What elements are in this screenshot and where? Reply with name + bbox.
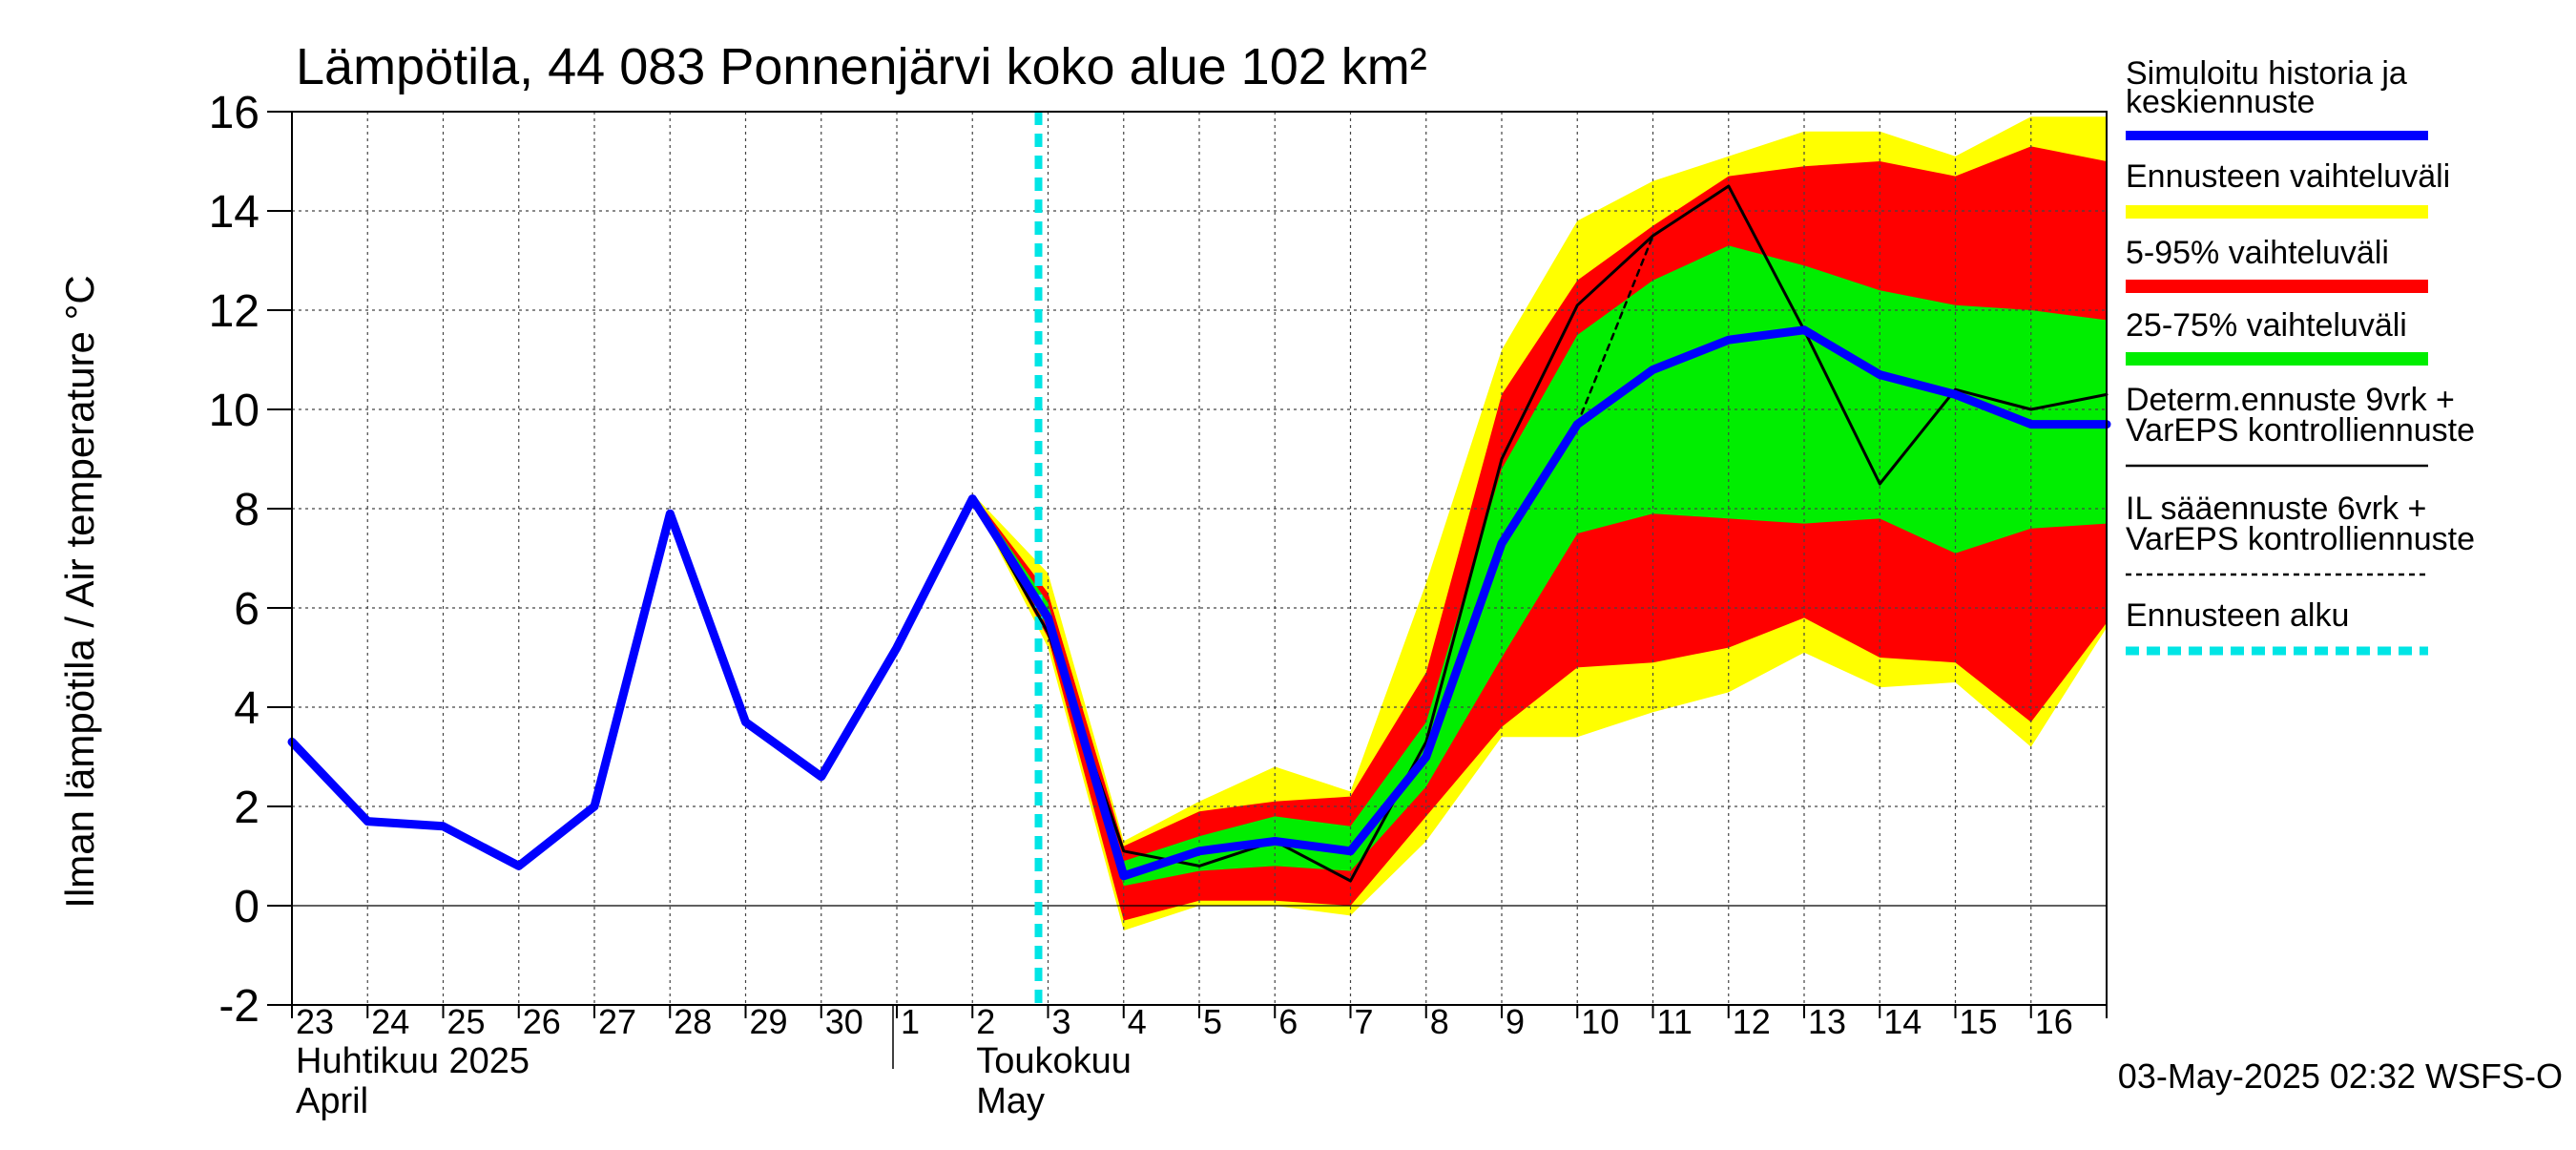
x-tick-label-day: 24 — [371, 1002, 409, 1041]
legend-label: VarEPS kontrolliennuste — [2126, 412, 2475, 449]
y-tick-label: 6 — [234, 584, 260, 635]
y-tick-label: 4 — [234, 683, 260, 734]
month-label-fi: Toukokuu — [976, 1041, 1132, 1081]
legend-label: VarEPS kontrolliennuste — [2126, 521, 2475, 557]
y-axis-label: Ilman lämpötila / Air temperature °C — [57, 275, 102, 908]
x-tick-label-day: 1 — [901, 1002, 920, 1041]
x-tick-label-day: 11 — [1657, 1002, 1693, 1041]
series-lines — [287, 112, 2111, 1005]
legend-label: 5-95% vaihteluväli — [2126, 235, 2389, 271]
x-tick-label-day: 23 — [296, 1002, 334, 1041]
legend-label: Ennusteen alku — [2126, 597, 2349, 634]
x-tick-label-day: 10 — [1581, 1002, 1619, 1041]
month-label-en: April — [296, 1081, 368, 1121]
x-tick-label-day: 30 — [825, 1002, 863, 1041]
x-tick-label-day: 9 — [1506, 1002, 1525, 1041]
legend-label: keskiennuste — [2126, 84, 2315, 120]
y-tick-label: -2 — [218, 981, 260, 1032]
legend-label: IL sääennuste 6vrk + — [2126, 491, 2426, 527]
x-tick-label-day: 3 — [1052, 1002, 1071, 1041]
timestamp: 03-May-2025 02:32 WSFS-O — [2118, 1056, 2563, 1096]
band-p25-75 — [972, 245, 2107, 887]
month-label-fi: Huhtikuu 2025 — [296, 1041, 530, 1081]
y-tick-label: 16 — [209, 88, 260, 138]
x-tick-label-day: 6 — [1278, 1002, 1298, 1041]
y-tick-label: 0 — [234, 882, 260, 932]
x-tick-label-day: 26 — [523, 1002, 561, 1041]
x-tick-label-day: 28 — [674, 1002, 712, 1041]
forecast-bands — [972, 116, 2107, 930]
x-tick-label-day: 5 — [1203, 1002, 1222, 1041]
y-tick-label: 14 — [209, 187, 260, 238]
chart-title: Lämpötila, 44 083 Ponnenjärvi koko alue … — [296, 38, 1427, 95]
legend-label: 25-75% vaihteluväli — [2126, 307, 2407, 344]
y-tick-label: 2 — [234, 783, 260, 833]
y-tick-label: 10 — [209, 386, 260, 436]
legend-label: Simuloitu historia ja — [2126, 55, 2407, 92]
legend-label: Determ.ennuste 9vrk + — [2126, 382, 2455, 418]
x-tick-label-day: 7 — [1355, 1002, 1374, 1041]
plot-frame — [267, 111, 2108, 1069]
x-tick-label-day: 12 — [1733, 1002, 1771, 1041]
y-tick-label: 8 — [234, 485, 260, 535]
x-tick-label-day: 14 — [1883, 1002, 1922, 1041]
x-tick-label-day: 29 — [750, 1002, 788, 1041]
month-label-en: May — [976, 1081, 1045, 1121]
x-tick-label-day: 16 — [2035, 1002, 2073, 1041]
series-line-history-mean — [287, 325, 2111, 881]
y-tick-label: 12 — [209, 286, 260, 337]
x-tick-label-day: 13 — [1808, 1002, 1846, 1041]
series-line-il-forecast — [1576, 234, 1654, 426]
x-tick-label-day: 25 — [447, 1002, 486, 1041]
x-tick-label-day: 8 — [1430, 1002, 1449, 1041]
x-tick-label-day: 4 — [1128, 1002, 1147, 1041]
legend-label: Ennusteen vaihteluväli — [2126, 158, 2450, 195]
x-tick-label-day: 2 — [976, 1002, 995, 1041]
x-tick-label-day: 27 — [598, 1002, 636, 1041]
x-tick-label-day: 15 — [1960, 1002, 1998, 1041]
